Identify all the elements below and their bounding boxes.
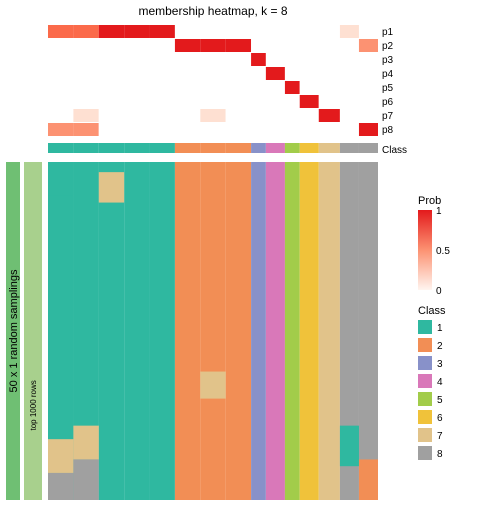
svg-text:3: 3	[437, 359, 443, 370]
svg-text:membership heatmap, k = 8: membership heatmap, k = 8	[138, 4, 287, 18]
svg-text:1: 1	[437, 323, 443, 334]
svg-text:Class: Class	[382, 145, 407, 156]
svg-text:p8: p8	[382, 125, 394, 136]
svg-text:p2: p2	[382, 41, 394, 52]
svg-text:7: 7	[437, 431, 443, 442]
svg-text:p3: p3	[382, 55, 394, 66]
svg-text:p5: p5	[382, 83, 394, 94]
svg-text:top 1000 rows: top 1000 rows	[29, 380, 38, 430]
svg-text:2: 2	[437, 341, 443, 352]
svg-text:p6: p6	[382, 97, 394, 108]
svg-text:Class: Class	[418, 305, 446, 317]
svg-text:p4: p4	[382, 69, 394, 80]
svg-text:4: 4	[437, 377, 443, 388]
svg-text:5: 5	[437, 395, 443, 406]
svg-text:1: 1	[436, 206, 442, 217]
svg-text:0.5: 0.5	[436, 246, 450, 257]
chart-root: membership heatmap, k = 8 p1 p2 p3 p4 p5 p6 p7 p…	[0, 0, 504, 504]
svg-text:p1: p1	[382, 27, 394, 38]
svg-text:p7: p7	[382, 111, 394, 122]
svg-text:50 x 1 random samplings: 50 x 1 random samplings	[8, 269, 20, 392]
svg-text:8: 8	[437, 449, 443, 460]
heatmap-svg: membership heatmap, k = 8 p1 p2 p3 p4 p5 p6 p7 p…	[0, 0, 504, 504]
svg-text:0: 0	[436, 286, 442, 297]
svg-text:6: 6	[437, 413, 443, 424]
